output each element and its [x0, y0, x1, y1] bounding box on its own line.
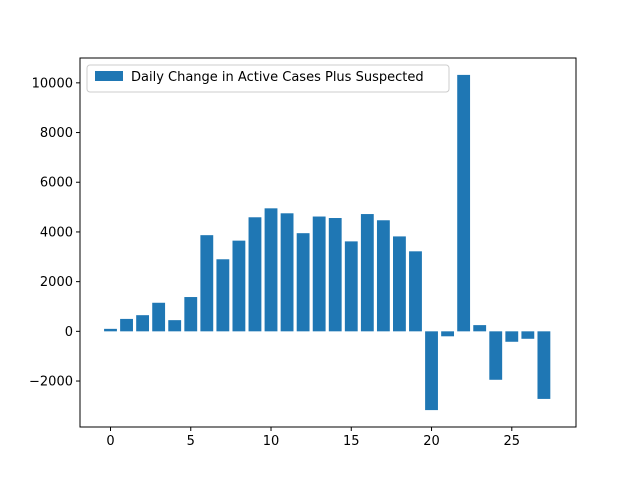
y-tick-label: −2000 — [29, 375, 73, 390]
bar-13 — [312, 216, 326, 332]
y-tick-label: 8000 — [40, 126, 73, 141]
bar-19 — [409, 251, 422, 332]
bar-16 — [360, 214, 374, 332]
plot-frame — [79, 57, 577, 428]
bar-14 — [328, 218, 342, 332]
bar-9 — [248, 217, 262, 332]
bar-5 — [184, 297, 198, 332]
bar-24 — [489, 331, 503, 380]
x-tick-label: 10 — [263, 434, 280, 449]
bar-12 — [296, 233, 310, 332]
y-tick-label: 6000 — [40, 176, 73, 191]
bar-27 — [537, 331, 551, 399]
bar-23 — [473, 325, 487, 332]
bar-7 — [216, 259, 230, 332]
bar-25 — [505, 331, 519, 342]
y-axis: −2000 0 2000 4000 6000 8000 10000 — [29, 76, 80, 390]
y-tick-label: 0 — [65, 325, 73, 340]
legend: Daily Change in Active Cases Plus Suspec… — [86, 64, 450, 93]
bar-8 — [232, 240, 246, 332]
bar-3 — [152, 302, 166, 332]
x-tick-label: 0 — [106, 434, 114, 449]
bar-21 — [441, 331, 455, 337]
bar-1 — [120, 318, 133, 332]
x-tick-label: 25 — [504, 434, 521, 449]
y-tick-label: 10000 — [32, 76, 73, 91]
bars-group — [104, 74, 551, 411]
legend-box — [86, 64, 450, 93]
bar-26 — [521, 331, 535, 339]
x-tick-label: 20 — [423, 434, 440, 449]
bar-15 — [344, 241, 358, 332]
bar-20 — [425, 331, 438, 411]
bar-2 — [136, 315, 150, 332]
x-tick-label: 15 — [343, 434, 360, 449]
x-tick-label: 5 — [187, 434, 195, 449]
bar-17 — [376, 220, 390, 332]
bar-6 — [200, 235, 214, 332]
bar-10 — [264, 208, 278, 332]
x-axis: 0 5 10 15 20 25 — [106, 427, 520, 449]
y-tick-label: 4000 — [40, 225, 73, 240]
legend-label: Daily Change in Active Cases Plus Suspec… — [131, 70, 424, 85]
legend-swatch — [95, 71, 123, 81]
bar-22 — [457, 74, 471, 332]
y-tick-label: 2000 — [40, 275, 73, 290]
bar-18 — [393, 236, 406, 332]
bar-11 — [280, 213, 294, 332]
bar-4 — [168, 320, 182, 332]
bar-0 — [104, 328, 117, 332]
